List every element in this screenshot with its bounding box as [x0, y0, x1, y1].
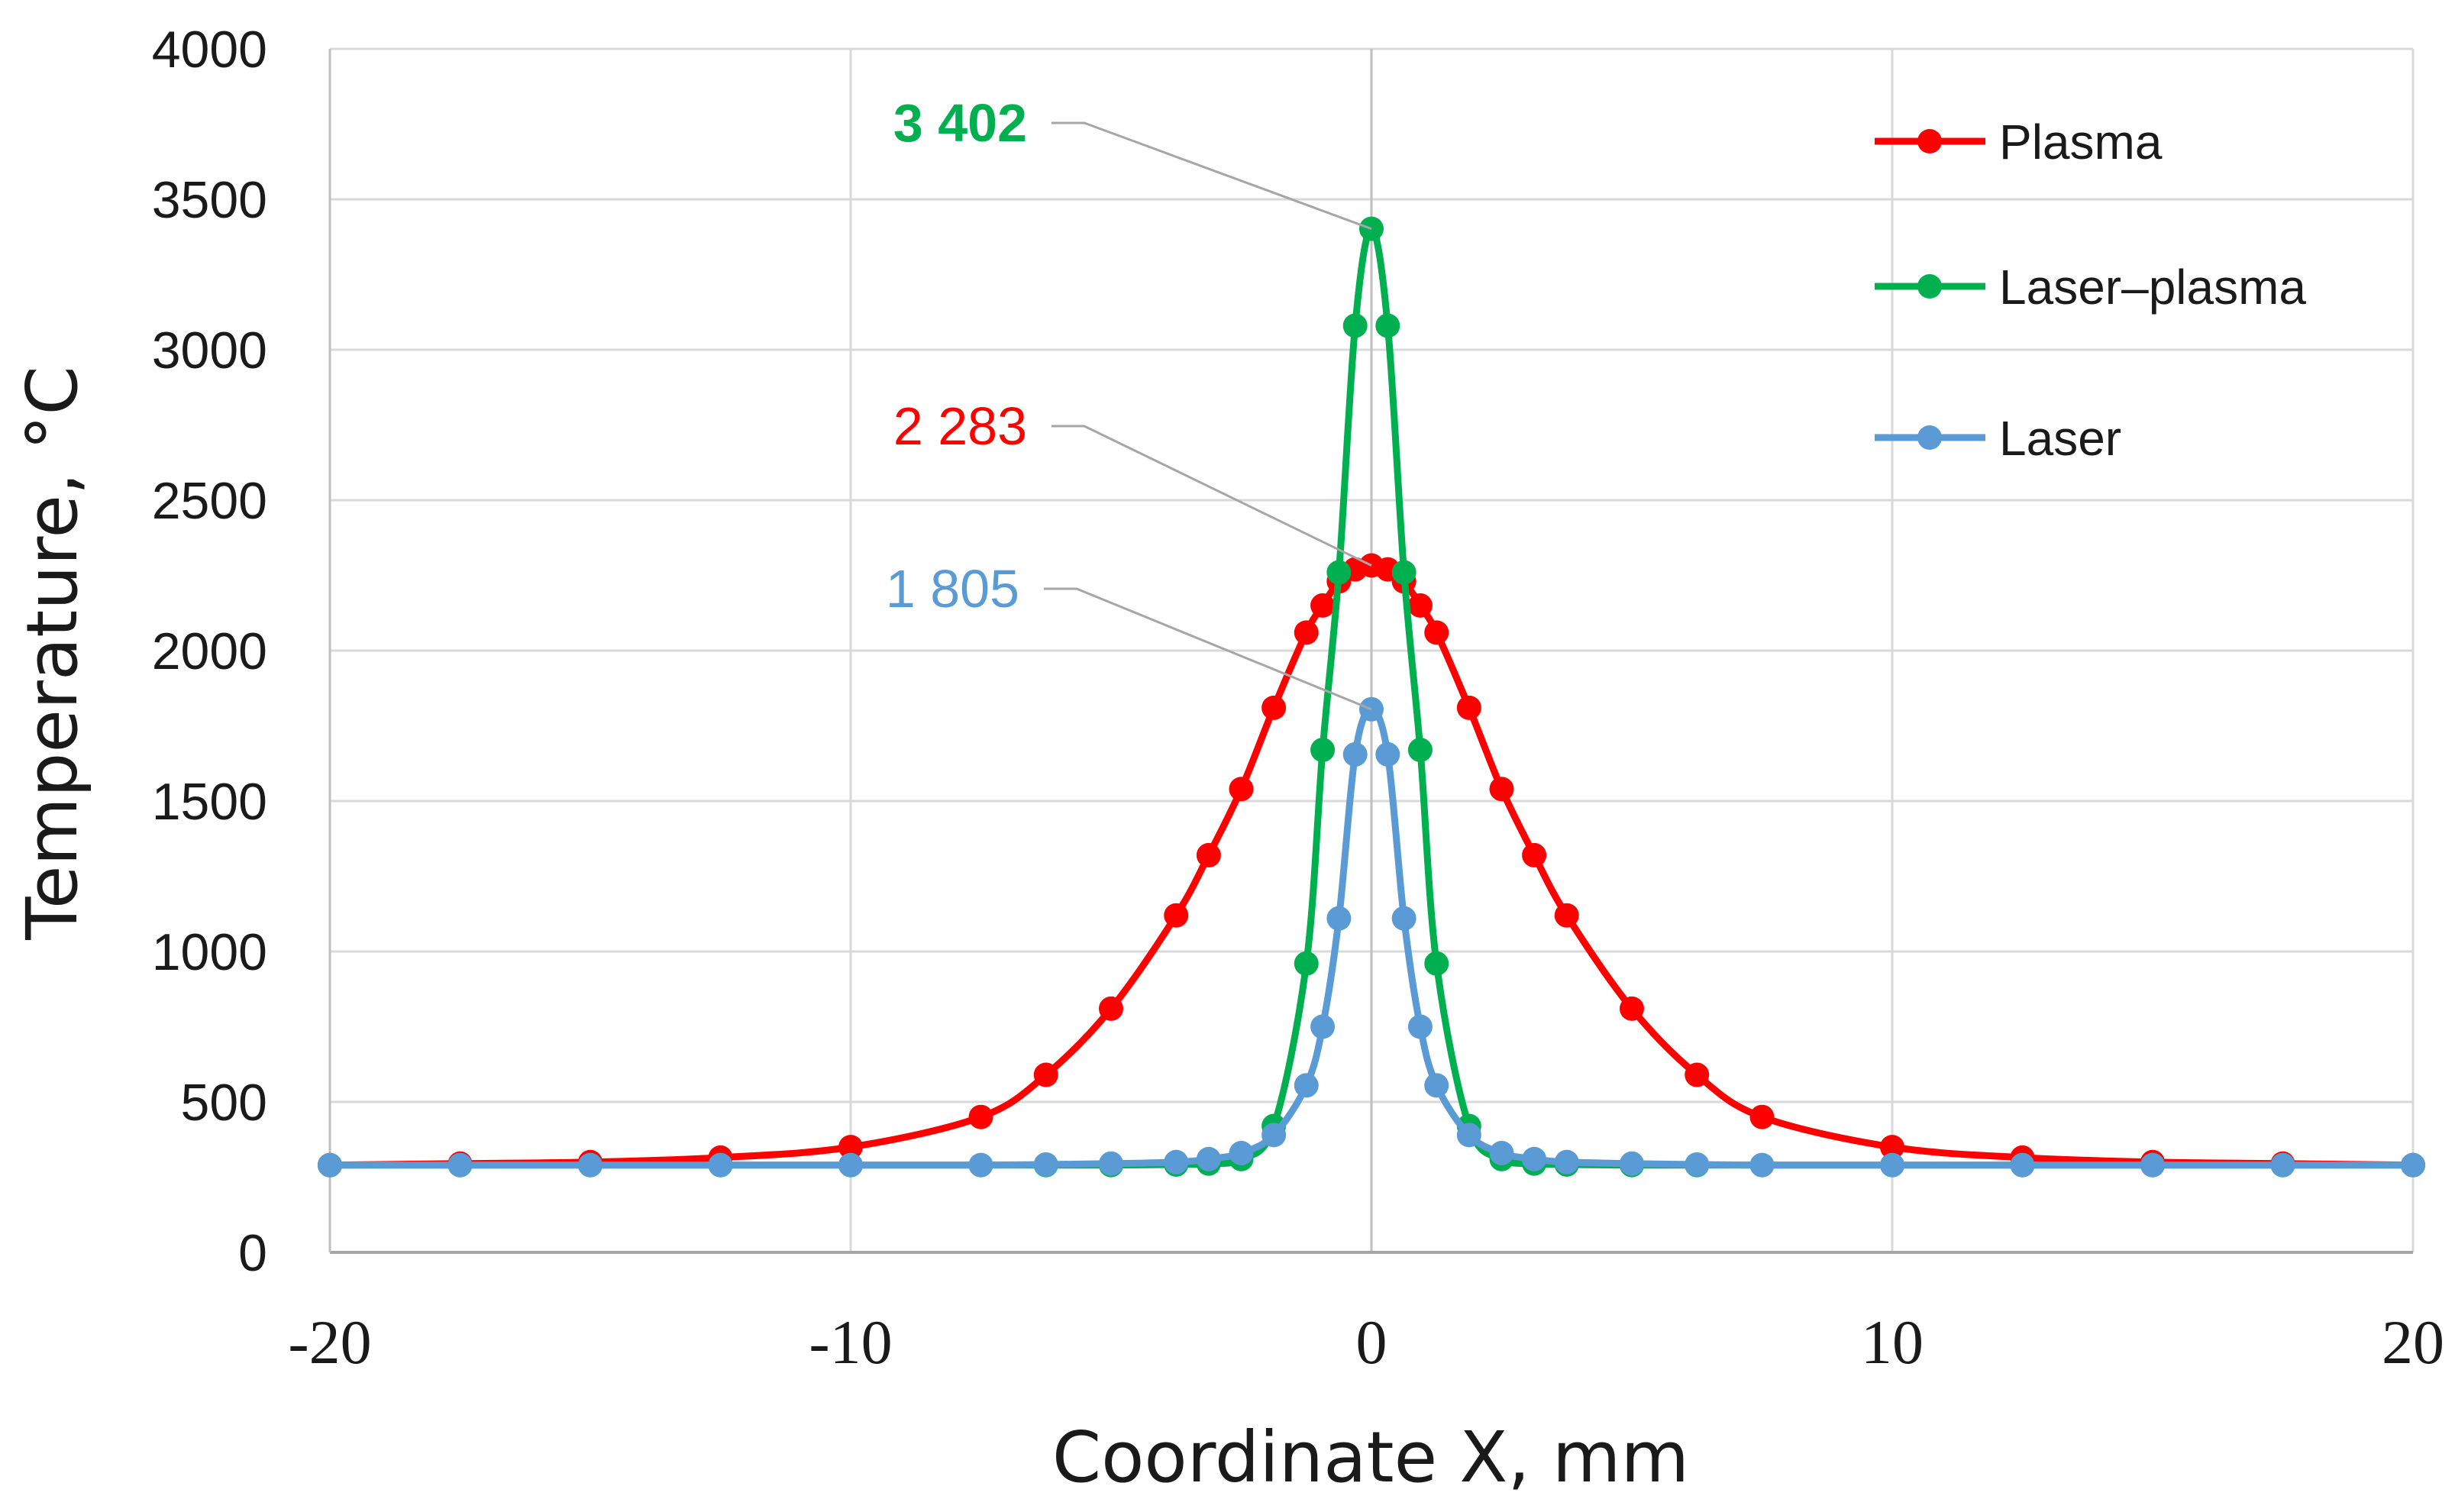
- plasma-point: [1620, 996, 1644, 1021]
- laser-point: [2401, 1152, 2425, 1178]
- plasma-point: [1880, 1135, 1904, 1160]
- laser-point: [2270, 1152, 2295, 1178]
- laser-plasma-point: [1407, 738, 1433, 763]
- x-axis-title: Coordinate X, mm: [1052, 1417, 1689, 1498]
- plasma-point: [1099, 996, 1123, 1021]
- plasma-point: [1489, 777, 1514, 802]
- laser-point: [447, 1152, 473, 1178]
- plasma-point: [1164, 903, 1189, 928]
- annotation-label: 2 283: [893, 396, 1027, 456]
- legend-swatch-marker: [1917, 425, 1942, 450]
- x-tick-label: 10: [1861, 1307, 1924, 1377]
- laser-point: [1391, 906, 1416, 931]
- plasma-point: [1407, 593, 1433, 618]
- laser-point: [1310, 1014, 1336, 1039]
- legend-item-laser-plasma: Laser–plasma: [1875, 260, 2306, 315]
- plasma-point: [968, 1104, 993, 1129]
- x-tick-label: 20: [2382, 1307, 2444, 1377]
- plasma-point: [1749, 1104, 1775, 1129]
- laser-plasma-point: [1375, 313, 1400, 338]
- x-tick-label: -20: [288, 1307, 371, 1377]
- plasma-point: [838, 1135, 863, 1160]
- annotation-leader: [1051, 425, 1372, 567]
- annotation-label: 1 805: [886, 559, 1019, 619]
- laser-point: [1033, 1152, 1058, 1177]
- laser-point: [1261, 1123, 1287, 1148]
- plasma-point: [1685, 1062, 1710, 1087]
- annotation-leader: [1044, 587, 1372, 711]
- laser-point: [1456, 1123, 1481, 1148]
- laser-point: [1196, 1146, 1221, 1171]
- laser-point: [1554, 1149, 1579, 1174]
- legend-label: Laser–plasma: [1999, 260, 2306, 315]
- plasma-point: [1294, 620, 1319, 645]
- laser-point: [838, 1152, 863, 1178]
- laser-point: [1342, 741, 1368, 767]
- plasma-point: [1261, 695, 1287, 720]
- laser-point: [1489, 1140, 1514, 1165]
- laser-plasma-point: [1326, 560, 1352, 585]
- x-tick-label: 0: [1356, 1307, 1387, 1377]
- y-tick-label: 1500: [152, 773, 267, 831]
- legend: Plasma Laser–plasma Laser: [1875, 115, 2306, 466]
- axes: [328, 49, 2413, 1254]
- plasma-point: [1424, 620, 1449, 645]
- y-tick-label: 2500: [152, 472, 267, 530]
- laser-point: [318, 1152, 342, 1178]
- laser-point: [708, 1152, 733, 1178]
- y-tick-label: 0: [238, 1224, 267, 1282]
- y-tick-label: 3500: [152, 171, 267, 229]
- laser-point: [1685, 1152, 1710, 1177]
- x-tick-labels: -20 -10 0 10 20: [288, 1307, 2444, 1377]
- plasma-point: [1033, 1062, 1058, 1087]
- laser-point: [1164, 1149, 1189, 1174]
- plasma-point: [1554, 903, 1579, 928]
- laser-point: [1880, 1152, 1904, 1178]
- laser-plasma-point: [1424, 951, 1449, 976]
- laser-point: [1375, 741, 1400, 767]
- y-tick-label: 4000: [152, 21, 267, 79]
- legend-swatch-marker: [1917, 129, 1942, 153]
- y-tick-label: 3000: [152, 321, 267, 380]
- plasma-point: [1229, 777, 1254, 802]
- laser-point: [1407, 1014, 1433, 1039]
- laser-point: [1749, 1152, 1775, 1178]
- x-tick-label: -10: [809, 1307, 892, 1377]
- laser-point: [1294, 1073, 1319, 1098]
- laser-point: [1620, 1151, 1644, 1176]
- annotations: 3 402 2 283 1 805: [886, 93, 1372, 711]
- laser-point: [1099, 1151, 1123, 1176]
- legend-label: Plasma: [1999, 115, 2163, 170]
- laser-plasma-point: [1391, 560, 1416, 585]
- annotation-label: 3 402: [893, 93, 1027, 153]
- plasma-point: [1196, 842, 1221, 867]
- legend-item-plasma: Plasma: [1875, 115, 2163, 170]
- y-tick-label: 500: [181, 1074, 267, 1132]
- legend-label: Laser: [1999, 411, 2121, 466]
- laser-point: [2010, 1152, 2035, 1178]
- laser-point: [2140, 1152, 2165, 1178]
- laser-point: [578, 1152, 602, 1178]
- legend-item-laser: Laser: [1875, 411, 2121, 466]
- plasma-point: [1456, 695, 1481, 720]
- laser-point: [1424, 1073, 1449, 1098]
- laser-plasma-point: [1342, 313, 1368, 338]
- laser-point: [1326, 906, 1352, 931]
- y-tick-label: 1000: [152, 923, 267, 981]
- y-tick-label: 2000: [152, 622, 267, 680]
- plasma-point: [1522, 842, 1547, 867]
- y-axis-title: Temperature, °C: [11, 366, 93, 941]
- plasma-point: [1310, 593, 1336, 618]
- series-group: [318, 216, 2425, 1178]
- laser-point: [1229, 1140, 1254, 1165]
- laser-plasma-point: [1310, 738, 1336, 763]
- laser-point: [968, 1152, 993, 1178]
- y-tick-labels: 0 500 1000 1500 2000 2500 3000 3500 4000: [152, 21, 267, 1282]
- laser-plasma-point: [1294, 951, 1319, 976]
- annotation-leader: [1051, 121, 1372, 231]
- legend-swatch-marker: [1917, 274, 1942, 299]
- laser-point: [1522, 1146, 1547, 1171]
